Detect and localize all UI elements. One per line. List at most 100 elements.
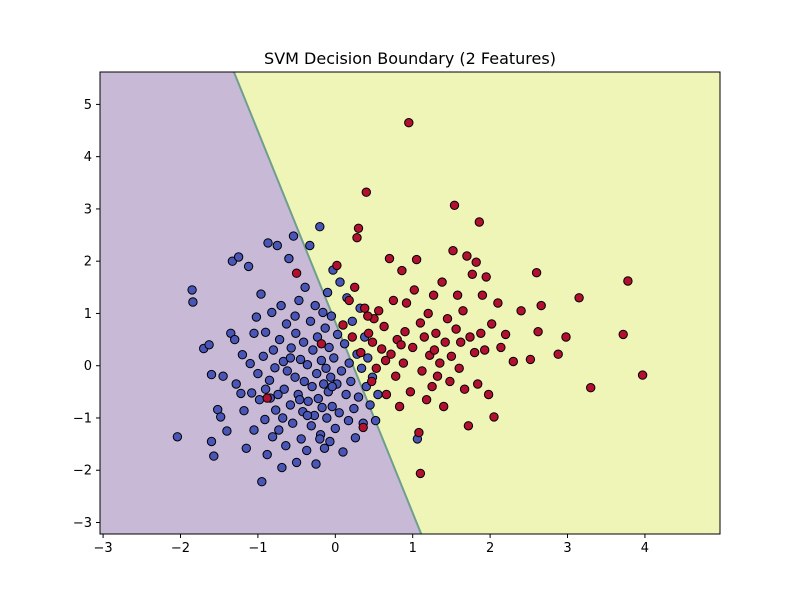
data-point-class-1 [423, 308, 433, 319]
data-point-class-1 [417, 366, 427, 376]
data-point-class-0 [281, 441, 291, 451]
y-tick-label: −2 [73, 464, 92, 479]
data-point-class-0 [295, 354, 306, 365]
data-point-class-0 [307, 381, 317, 392]
data-point-class-1 [637, 370, 648, 380]
data-point-class-0 [313, 393, 323, 404]
data-point-class-0 [253, 368, 263, 379]
data-point-class-0 [298, 337, 309, 347]
data-point-class-0 [373, 389, 383, 400]
data-point-class-0 [276, 300, 286, 311]
data-point-class-1 [398, 358, 409, 368]
data-point-class-1 [332, 260, 342, 271]
data-point-class-0 [334, 408, 344, 418]
data-point-class-0 [344, 358, 354, 368]
y-axis: −3 −2 −1 0 1 2 3 4 5 [73, 98, 100, 531]
data-point-class-0 [233, 252, 244, 262]
data-point-class-1 [452, 290, 463, 300]
data-point-class-1 [446, 351, 457, 361]
data-point-class-1 [483, 389, 494, 400]
data-point-class-1 [352, 233, 362, 243]
data-point-class-1 [371, 363, 381, 373]
data-point-class-0 [267, 432, 278, 442]
data-point-class-0 [206, 369, 217, 380]
data-point-class-0 [302, 360, 313, 370]
data-point-class-0 [306, 421, 316, 431]
data-point-class-1 [374, 306, 384, 316]
y-tick-label: 4 [84, 150, 92, 165]
data-point-class-0 [300, 282, 310, 292]
data-point-class-1 [360, 303, 370, 313]
data-point-class-0 [282, 366, 292, 376]
data-point-class-0 [290, 311, 300, 321]
data-point-class-1 [367, 337, 378, 347]
data-point-class-0 [341, 389, 351, 400]
data-point-class-1 [431, 328, 441, 338]
data-point-class-1 [454, 363, 464, 373]
data-point-class-1 [439, 401, 449, 412]
data-point-class-0 [264, 375, 275, 385]
data-point-class-0 [249, 328, 259, 338]
data-point-class-0 [216, 412, 226, 422]
data-point-class-0 [284, 253, 294, 264]
data-point-class-1 [531, 268, 542, 278]
data-point-class-0 [281, 319, 292, 329]
data-point-class-1 [473, 379, 483, 389]
data-point-class-0 [270, 363, 280, 373]
data-point-class-1 [361, 187, 371, 197]
data-point-class-0 [322, 287, 333, 298]
data-point-class-1 [415, 468, 426, 479]
data-point-class-0 [279, 384, 289, 394]
data-point-class-1 [481, 272, 491, 282]
data-point-class-0 [327, 381, 337, 392]
data-point-class-0 [291, 457, 302, 468]
data-point-class-0 [317, 402, 327, 413]
data-point-class-1 [397, 265, 407, 276]
data-point-class-1 [440, 337, 450, 347]
data-point-class-0 [251, 312, 262, 322]
data-point-class-0 [286, 343, 296, 353]
data-point-class-0 [249, 425, 259, 435]
x-tick-label: 4 [641, 541, 649, 556]
data-point-class-0 [245, 358, 255, 369]
data-point-class-0 [290, 372, 300, 382]
data-point-class-0 [236, 388, 246, 399]
data-point-class-0 [239, 406, 249, 416]
data-point-class-1 [525, 354, 536, 365]
data-point-class-1 [409, 285, 419, 295]
data-point-class-0 [335, 277, 345, 287]
data-point-class-0 [291, 328, 301, 338]
data-point-class-0 [294, 295, 304, 306]
data-point-class-0 [268, 345, 279, 355]
data-point-class-1 [381, 389, 392, 400]
y-tick-label: 1 [84, 307, 92, 322]
x-tick-label: 2 [486, 541, 494, 556]
data-point-class-1 [386, 349, 396, 359]
data-point-class-0 [285, 353, 296, 363]
data-point-class-1 [356, 347, 366, 358]
chart-title: SVM Decision Boundary (2 Features) [264, 49, 556, 68]
data-point-class-0 [222, 426, 232, 436]
data-point-class-0 [257, 477, 267, 487]
data-point-class-0 [230, 334, 240, 345]
data-point-class-0 [299, 376, 309, 387]
data-point-class-1 [380, 355, 391, 366]
data-point-class-0 [336, 366, 347, 376]
data-point-class-1 [536, 300, 546, 311]
data-point-class-1 [467, 269, 477, 279]
data-point-class-1 [451, 324, 461, 334]
data-point-class-1 [350, 282, 360, 292]
data-point-class-0 [267, 307, 277, 318]
data-point-class-0 [305, 240, 315, 251]
y-tick-label: 0 [84, 359, 92, 374]
data-point-class-1 [471, 257, 481, 267]
data-point-class-0 [296, 434, 306, 444]
data-point-class-1 [465, 332, 475, 342]
data-point-class-1 [419, 332, 429, 342]
data-point-class-1 [493, 298, 503, 308]
data-point-class-0 [363, 353, 373, 363]
data-point-class-0 [274, 334, 285, 345]
data-point-class-1 [405, 387, 416, 397]
data-point-class-1 [367, 376, 377, 387]
data-point-class-0 [310, 300, 320, 311]
